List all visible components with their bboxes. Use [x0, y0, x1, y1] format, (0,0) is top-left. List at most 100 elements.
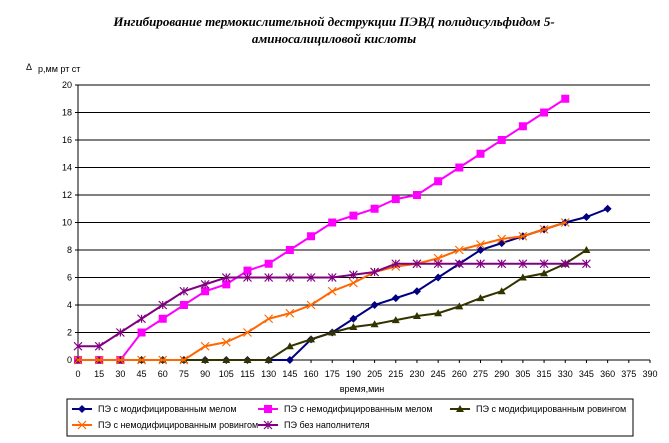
data-point-s1-345 [582, 213, 591, 221]
data-point-s5-30 [115, 328, 125, 337]
data-point-s2-45 [137, 328, 146, 337]
data-point-s3-205 [370, 320, 379, 328]
data-point-s4-175 [327, 286, 337, 296]
data-point-s5-105 [221, 273, 231, 282]
data-point-s5-190 [348, 270, 358, 280]
data-point-s2-305 [518, 122, 527, 131]
data-point-s3-160 [307, 335, 316, 343]
data-point-s5-15 [94, 341, 104, 351]
x-tick-label-205: 205 [367, 369, 382, 379]
data-point-s4-260 [454, 245, 464, 255]
x-tick-label-245: 245 [431, 369, 446, 379]
series-line-4 [78, 221, 566, 361]
data-point-s4-145 [285, 308, 295, 318]
data-point-s1-205 [370, 301, 379, 309]
data-point-s3-190 [349, 323, 358, 330]
x-tick-label-30: 30 [115, 369, 125, 379]
data-point-s4-330 [560, 218, 570, 227]
data-point-s5-45 [137, 314, 146, 324]
data-point-s4-130 [264, 314, 274, 324]
data-point-s1-360 [603, 204, 612, 213]
data-point-s2-245 [434, 177, 443, 186]
y-tick-label-8: 8 [67, 245, 72, 255]
data-point-s4-190 [348, 278, 358, 288]
y-tick-label-20: 20 [62, 80, 72, 90]
data-point-s4-90 [200, 341, 210, 351]
x-tick-label-345: 345 [579, 369, 594, 379]
legend: ПЭ с модифицированным мелом ПЭ с немодифи… [66, 398, 634, 437]
x-tick-label-230: 230 [409, 369, 424, 379]
chart-title-line1: Ингибирование термокислительной деструкц… [112, 14, 554, 29]
data-point-s4-15 [94, 355, 104, 365]
data-point-s5-75 [179, 286, 189, 296]
data-point-s2-275 [476, 149, 485, 158]
data-point-s2-230 [412, 191, 421, 199]
data-point-s2-105 [222, 280, 231, 289]
series-line-1 [78, 207, 608, 361]
data-point-s5-245 [433, 259, 443, 269]
x-tick-label-360: 360 [600, 369, 615, 379]
data-point-s5-0 [73, 341, 83, 351]
x-tick-label-305: 305 [515, 369, 530, 379]
data-point-s2-145 [285, 246, 294, 254]
x-tick-label-15: 15 [94, 369, 104, 379]
data-point-s3-90 [201, 356, 210, 363]
x-tick-label-115: 115 [240, 369, 254, 379]
data-point-s5-60 [158, 300, 168, 310]
data-point-s2-175 [328, 218, 337, 227]
x-tick-label-275: 275 [473, 369, 488, 379]
x-tick-label-90: 90 [200, 369, 210, 379]
legend-label-5: ПЭ без наполнителя [284, 420, 370, 430]
x-tick-label-215: 215 [388, 369, 403, 379]
x-tick-label-75: 75 [179, 369, 189, 379]
data-point-s3-315 [540, 269, 549, 277]
x-tick-label-160: 160 [304, 369, 319, 379]
legend-label-3: ПЭ с модифицированным ровингом [476, 404, 626, 414]
data-point-s3-230 [412, 312, 421, 319]
series-line-2 [78, 97, 566, 361]
data-point-s4-105 [221, 337, 231, 347]
data-point-s2-215 [391, 195, 400, 204]
legend-marker-3 [456, 405, 464, 412]
data-point-s5-345 [582, 259, 591, 269]
data-point-s5-160 [306, 273, 316, 282]
data-point-s2-315 [540, 108, 549, 117]
legend-marker-5 [263, 420, 273, 430]
y-tick-label-12: 12 [62, 190, 72, 200]
x-tick-label-315: 315 [537, 369, 552, 379]
data-point-s3-305 [518, 273, 527, 281]
data-point-s1-145 [285, 356, 294, 364]
data-point-s5-175 [327, 273, 337, 282]
data-point-s2-330 [561, 94, 570, 103]
data-point-s2-160 [307, 232, 316, 241]
x-tick-label-145: 145 [282, 369, 297, 379]
data-point-s3-175 [328, 328, 337, 336]
data-point-s4-30 [115, 355, 125, 365]
data-point-s4-0 [73, 355, 83, 365]
data-point-s4-305 [518, 231, 528, 241]
data-point-s3-260 [455, 302, 464, 310]
y-tick-label-14: 14 [62, 163, 72, 173]
y-tick-label-18: 18 [62, 108, 72, 118]
data-point-s5-330 [560, 259, 570, 269]
data-point-s5-260 [454, 259, 464, 269]
data-point-s3-290 [497, 287, 506, 295]
plot-area: 0 2 4 6 8 10 12 14 16 18 20 0 15 30 45 60 75 90 105 115 130 1… [62, 80, 658, 379]
data-point-s5-145 [285, 273, 295, 282]
data-point-s5-90 [200, 279, 210, 289]
y-tick-label-16: 16 [62, 135, 72, 145]
y-tick-label-2: 2 [67, 328, 72, 338]
y-tick-label-10: 10 [62, 218, 72, 228]
data-point-s4-45 [137, 355, 146, 365]
data-point-s2-60 [158, 314, 167, 323]
data-point-s3-115 [243, 356, 252, 363]
y-axis-label: р,мм рт ст [38, 64, 80, 74]
x-tick-label-190: 190 [346, 369, 361, 379]
data-point-s5-315 [539, 259, 549, 269]
data-point-s2-190 [349, 211, 358, 220]
data-point-s5-230 [412, 259, 422, 269]
data-point-s4-115 [243, 328, 252, 337]
data-point-s3-105 [222, 356, 231, 363]
legend-label-1: ПЭ с модифицированным мелом [98, 404, 237, 414]
